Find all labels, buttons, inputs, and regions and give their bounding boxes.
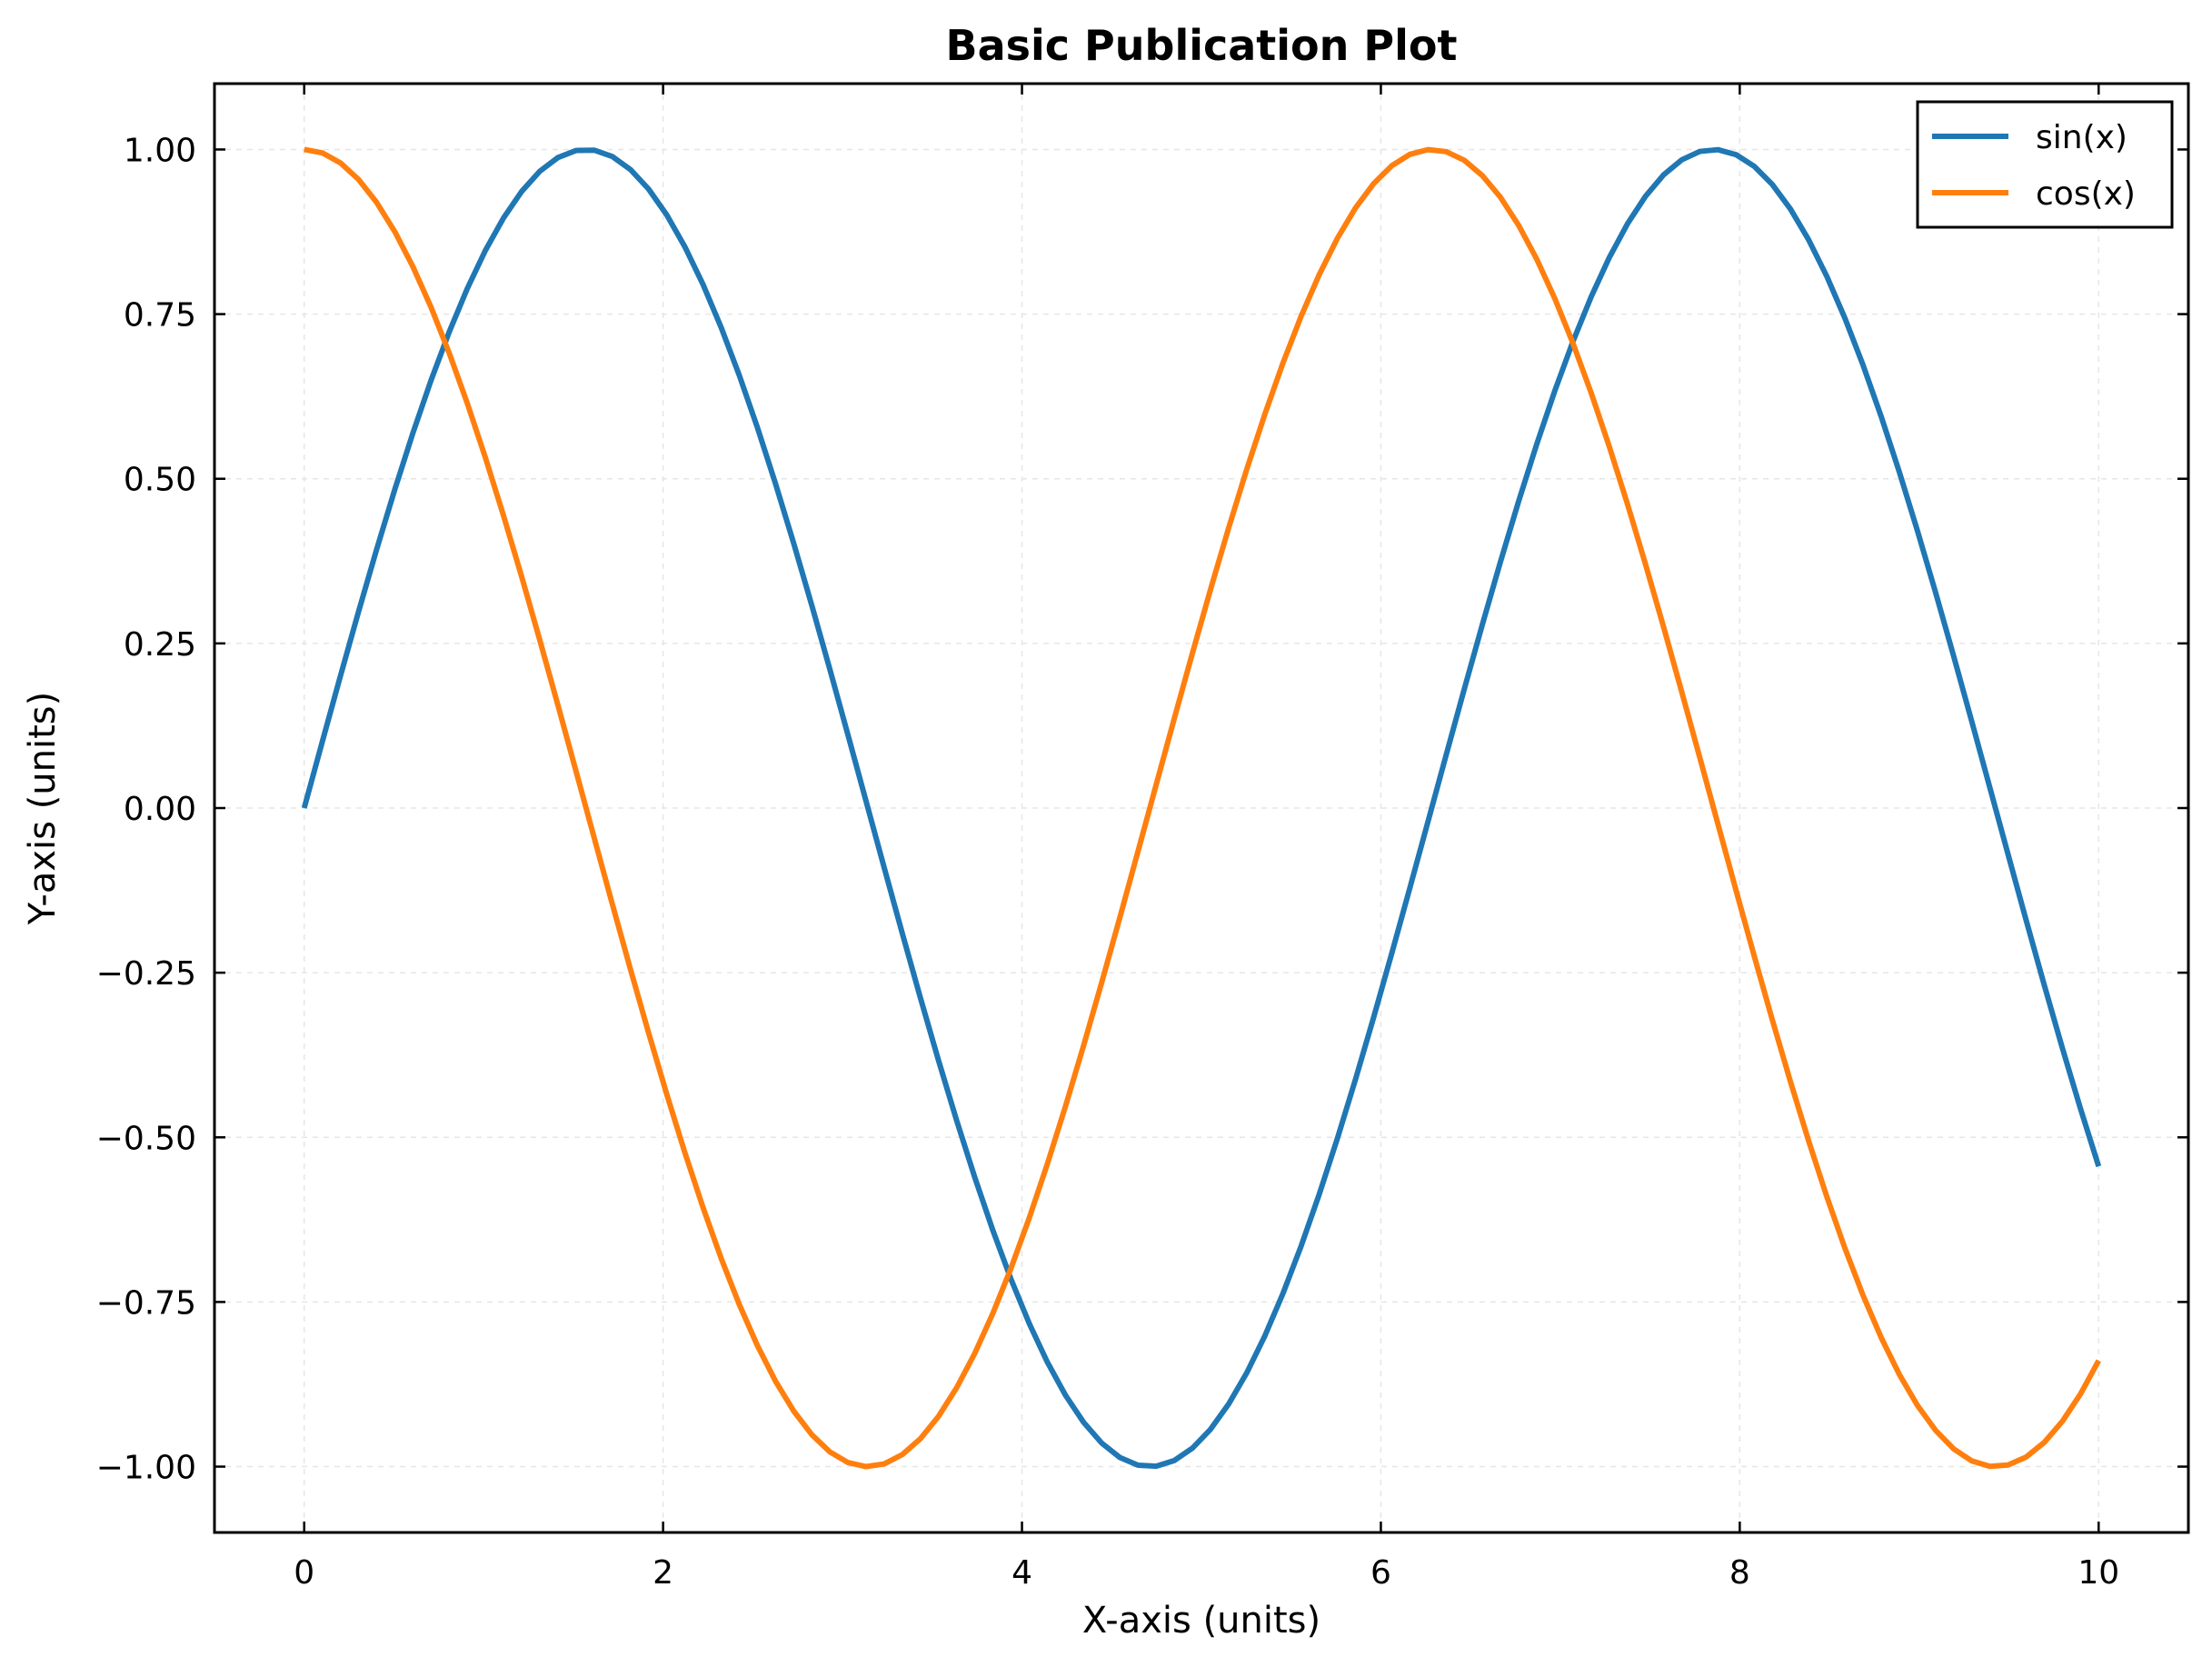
- x-tick-label: 4: [1011, 1554, 1032, 1592]
- y-tick-label: 0.75: [124, 297, 196, 334]
- series-line-cos: [304, 146, 2101, 1470]
- y-tick-label: −0.25: [96, 955, 196, 993]
- y-tick-label: 0.25: [124, 626, 196, 664]
- y-tick-label: 0.50: [124, 462, 196, 499]
- x-axis-label: X-axis (units): [1082, 1600, 1320, 1642]
- x-tick-label: 2: [653, 1554, 673, 1592]
- axis-ticks: 0 2 4 6 8 10 1.00 0.75 0.50 0.25 0.00 −0.25 −0.50 −0.…: [96, 84, 2188, 1592]
- y-tick-label: −0.50: [96, 1120, 196, 1157]
- legend-box: [1916, 100, 2174, 229]
- legend-label-sin: sin(x): [2036, 119, 2127, 156]
- x-tick-label: 6: [1370, 1554, 1391, 1592]
- x-tick-label: 0: [294, 1554, 314, 1592]
- y-tick-label: 0.00: [124, 791, 196, 828]
- legend-label-cos: cos(x): [2036, 175, 2136, 213]
- x-tick-label: 10: [2077, 1554, 2119, 1592]
- chart-title: Basic Publication Plot: [946, 21, 1458, 70]
- y-tick-label: 1.00: [124, 132, 196, 169]
- legend: sin(x) cos(x): [1916, 100, 2174, 229]
- y-tick-label: −0.75: [96, 1284, 196, 1322]
- series-lines: [301, 146, 2102, 1470]
- y-tick-label: −1.00: [96, 1450, 196, 1487]
- y-axis-label: Y-axis (units): [22, 692, 64, 926]
- series-line-sin: [301, 146, 2102, 1470]
- x-tick-label: 8: [1729, 1554, 1750, 1592]
